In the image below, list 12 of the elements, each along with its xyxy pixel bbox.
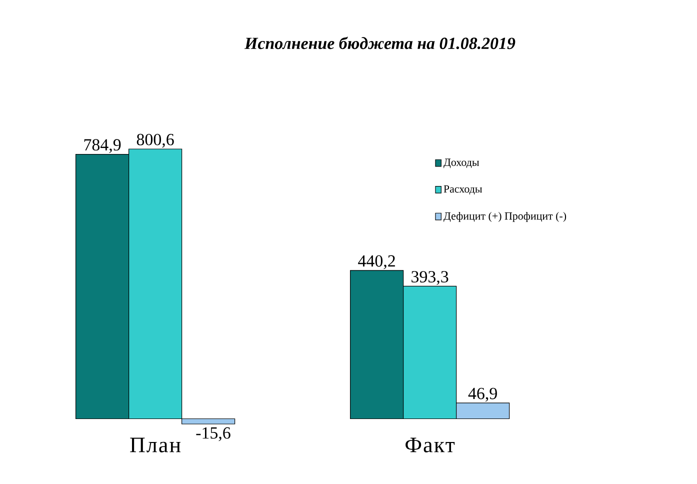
legend-label: Доходы bbox=[444, 158, 480, 168]
chart-title: Исполнение бюджета на 01.08.2019 bbox=[244, 36, 516, 50]
data-label: 440,2 bbox=[358, 255, 395, 270]
data-label: 800,6 bbox=[136, 134, 174, 148]
legend-label: Расходы bbox=[444, 185, 482, 195]
data-label: -15,6 bbox=[196, 427, 230, 442]
data-label: 393,3 bbox=[412, 271, 448, 285]
legend-label: Дефицит (+) Профицит (-) bbox=[444, 212, 566, 222]
data-label: 46,9 bbox=[468, 388, 497, 402]
x-tick-label: План bbox=[130, 438, 181, 452]
x-tick-label: Факт bbox=[406, 438, 455, 452]
data-label: 784,9 bbox=[84, 139, 121, 153]
